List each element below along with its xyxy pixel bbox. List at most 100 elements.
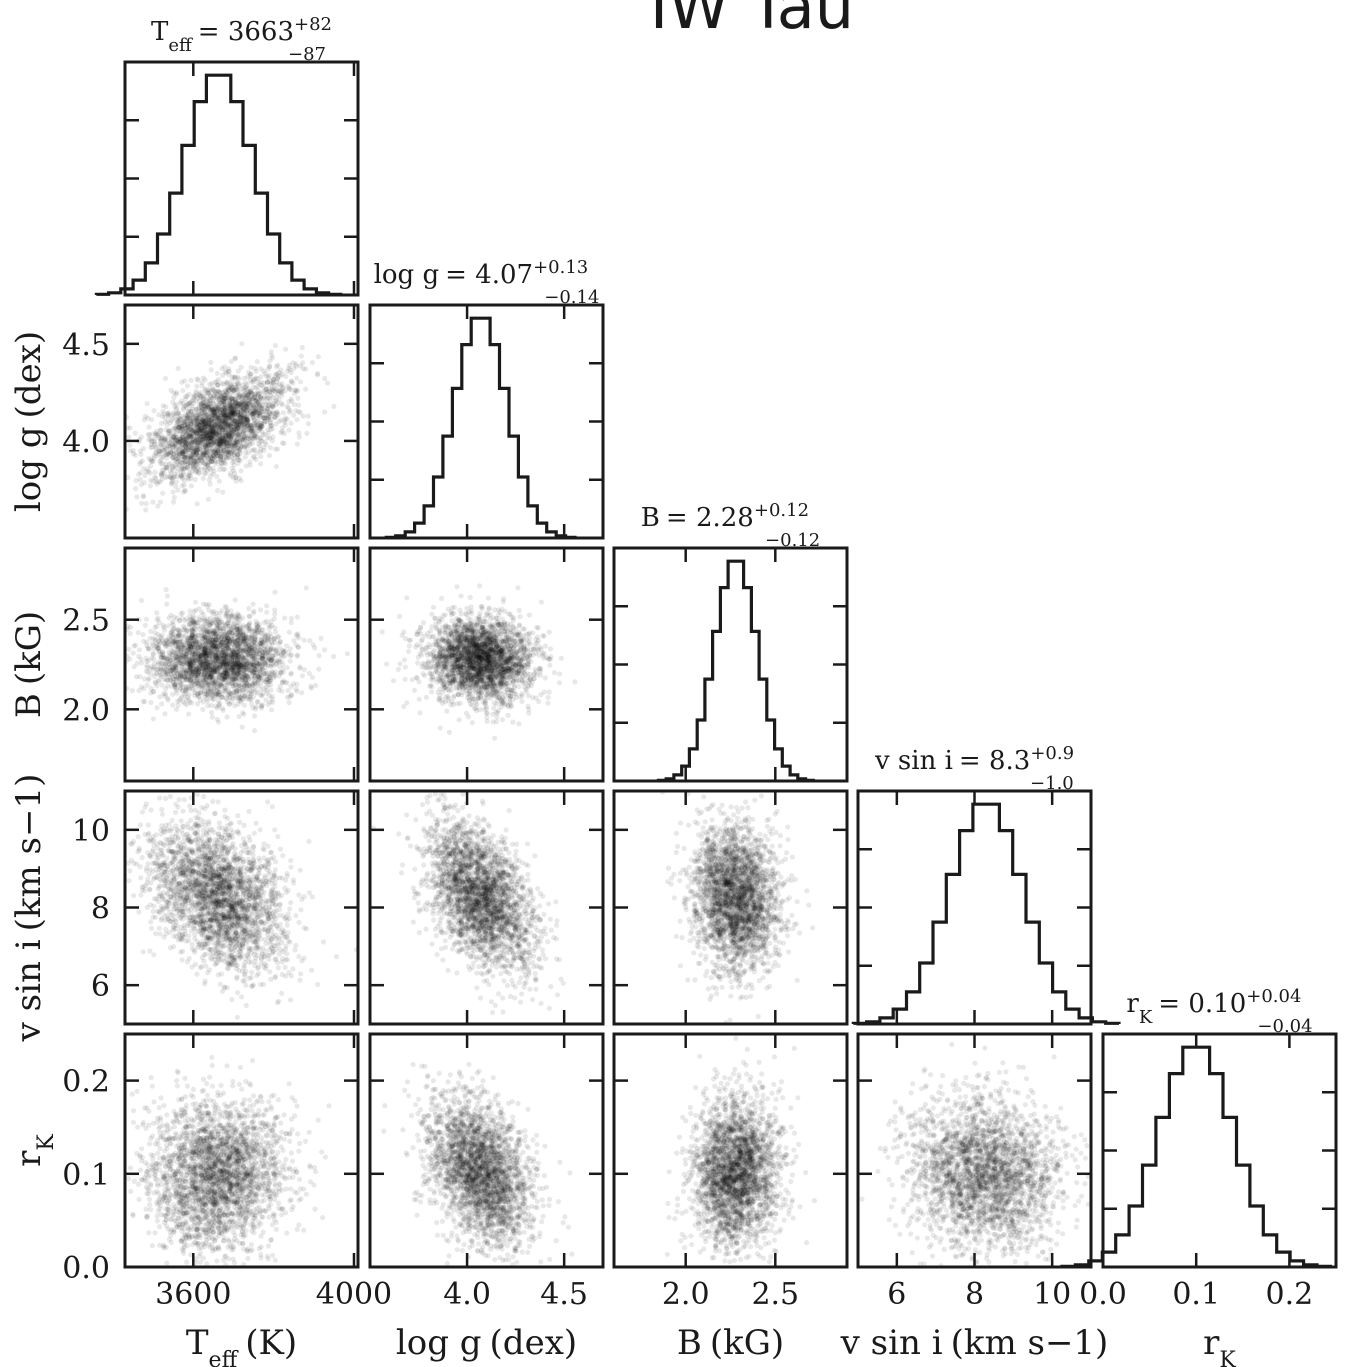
sample-point [237,450,243,457]
sample-point [268,687,274,693]
sample-point [225,387,232,393]
sample-point [216,432,222,438]
sample-point [233,393,239,399]
sample-point [199,617,205,623]
sample-point [187,439,193,445]
sample-point [257,412,263,418]
sample-point [177,436,183,442]
sample-point [266,372,272,378]
sample-point [200,706,206,713]
sample-point [219,393,225,399]
sample-point [208,702,214,709]
sample-point [262,660,268,666]
sample-point [170,691,176,698]
sample-point [210,453,216,459]
sample-point [202,387,208,393]
sample-point [228,432,234,438]
sample-point [299,344,305,351]
sample-point [207,419,213,425]
sample-point [279,402,285,408]
sample-point [288,615,295,621]
sample-point [245,419,251,425]
sample-point [201,471,207,477]
title-logg: log g = 4.07+0.13 −0.14 [374,257,600,309]
sample-point [214,408,220,414]
sample-point [231,411,237,418]
sample-point [294,417,300,423]
sample-point [255,413,261,419]
sample-point [223,369,229,375]
sample-point [275,376,281,382]
sample-point [191,458,197,464]
sample-point [184,436,190,442]
sample-point [191,464,197,471]
sample-point [133,477,139,484]
sample-point [258,687,264,693]
sample-point [164,422,170,428]
sample-point [228,450,234,456]
sample-point [156,412,162,418]
sample-point [227,473,234,479]
sample-point [277,639,283,645]
sample-point [291,401,297,408]
sample-point [218,436,225,442]
sample-point [230,427,237,434]
sample-point [272,398,278,404]
sample-point [305,413,311,419]
sample-point [209,424,215,430]
sample-point [228,358,234,364]
sample-point [231,462,237,468]
sample-point [269,622,275,629]
sample-point [206,457,212,463]
sample-point [208,408,214,414]
sample-point [180,387,186,394]
sample-point [220,457,226,463]
sample-point [252,447,258,453]
sample-point [170,441,176,447]
sample-point [165,697,171,703]
sample-point [296,409,302,415]
sample-point [205,496,211,502]
sample-point [188,453,194,459]
sample-point [247,436,253,442]
sample-point [138,459,144,465]
sample-point [258,366,264,372]
sample-point [229,417,235,423]
sample-point [218,619,224,626]
sample-point [231,424,237,430]
sample-point [235,457,241,463]
sample-point [246,613,252,619]
sample-point [289,398,295,404]
sample-point [203,444,209,450]
sample-point [192,464,198,470]
sample-point [168,470,174,476]
sample-point [179,448,185,455]
sample-point [185,414,191,420]
sample-point [298,353,304,359]
sample-point [148,444,154,451]
sample-point [253,368,259,374]
sample-point [261,368,267,374]
sample-point [175,487,181,493]
sample-point [258,422,264,429]
sample-point [186,697,192,703]
sample-point [180,699,186,705]
sample-point [167,460,173,467]
sample-point [214,445,220,451]
sample-point [216,703,222,709]
sample-point [248,364,254,370]
sample-point [222,412,228,418]
sample-point [303,386,309,392]
sample-point [308,683,314,690]
sample-point [170,475,176,481]
sample-point [294,375,300,381]
sample-point [221,364,228,370]
sample-point [202,409,208,415]
sample-point [217,453,223,459]
sample-point [193,451,199,457]
sample-point [213,425,219,431]
sample-point [194,442,200,448]
sample-point [220,402,226,408]
sample-point [229,443,236,449]
sample-point [192,599,199,605]
